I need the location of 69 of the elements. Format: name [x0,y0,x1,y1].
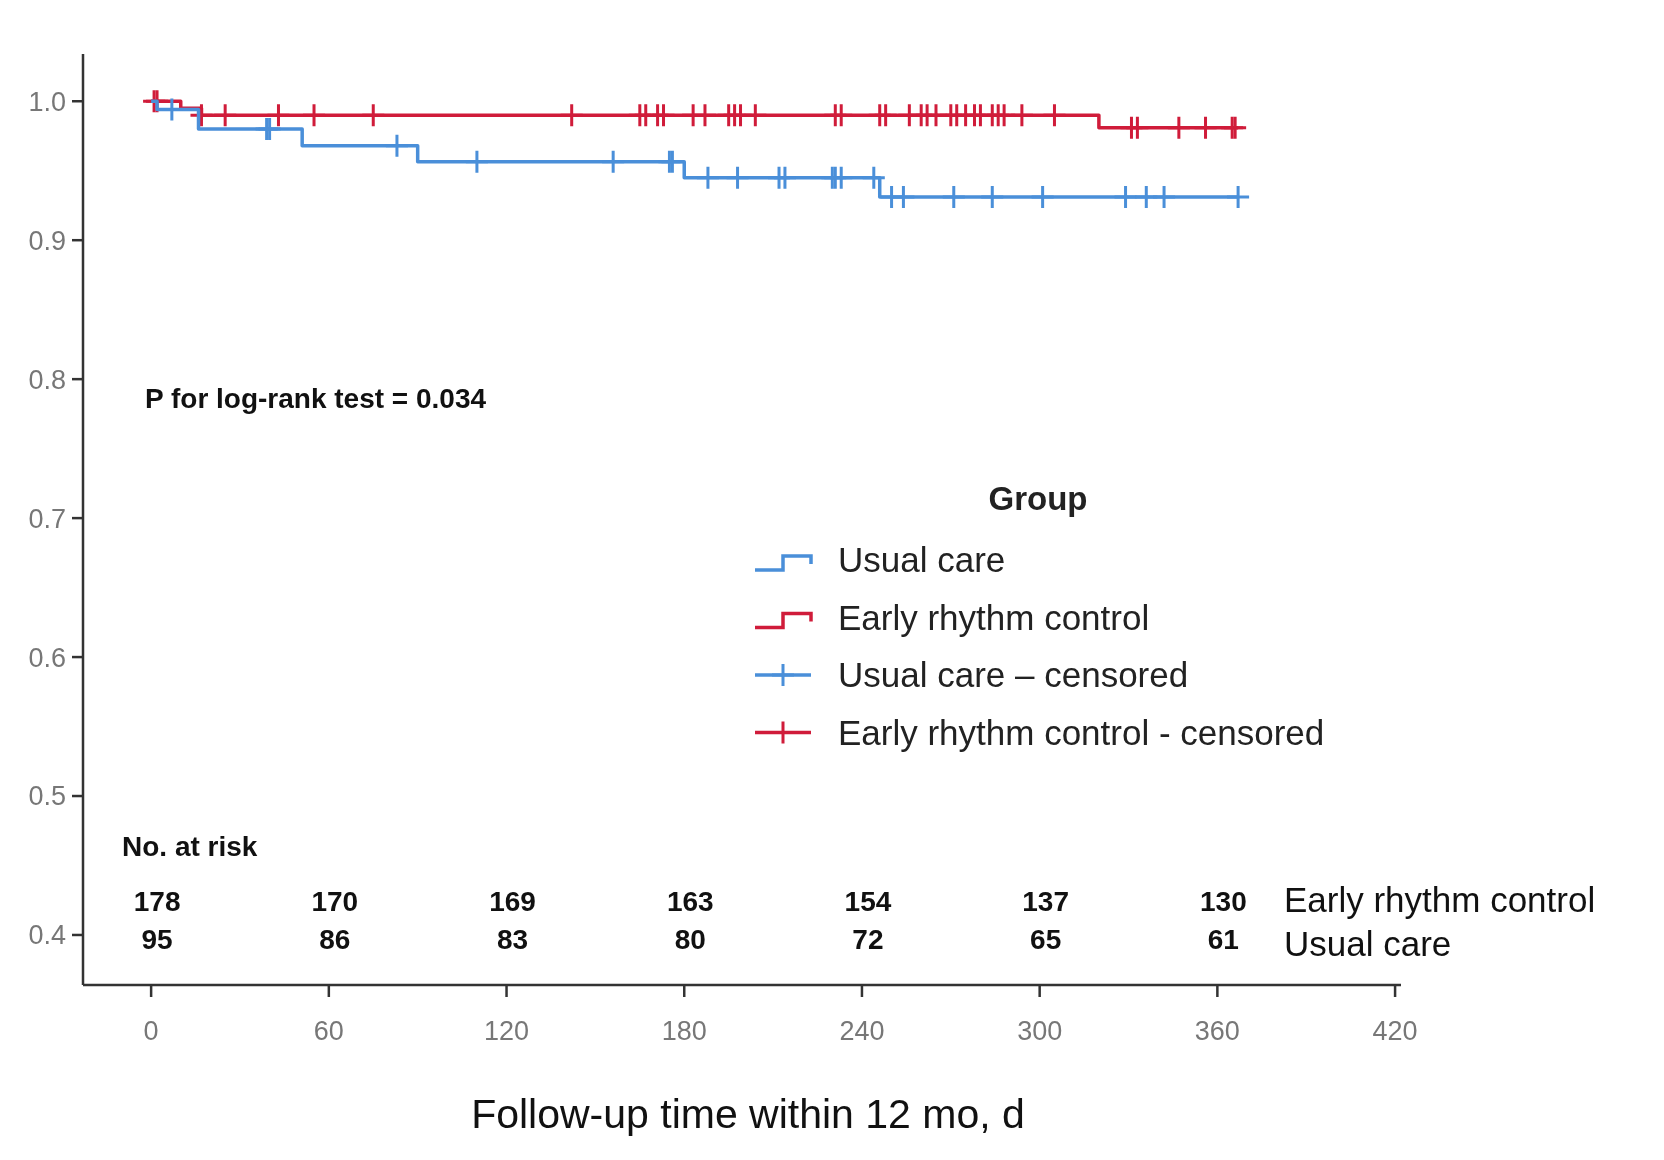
point [1126,116,1149,139]
point [874,104,897,127]
annotation: 170 [311,886,359,917]
point [465,150,488,173]
annotation: 86 [319,924,351,955]
legend-label: Early rhythm control - censored [838,712,1325,752]
point [1194,116,1217,139]
point [862,166,885,189]
annotation: 61 [1207,924,1239,955]
annotation: No. at risk [122,831,258,862]
annotation: 83 [496,924,529,955]
x-tick-label: 420 [1372,1016,1418,1046]
point [1114,186,1137,209]
annotation: 178 [133,886,181,917]
y-tick-label: 1.0 [28,86,66,117]
annotation: 72 [852,924,884,955]
point [892,186,915,209]
annotation: 163 [666,886,714,917]
point [693,104,716,127]
annotation: 154 [844,886,892,917]
point [214,104,237,127]
point [726,166,749,189]
point [942,186,965,209]
point [385,134,408,157]
legend-label: Early rhythm control [838,597,1150,637]
annotation: Usual care [1284,924,1452,963]
point [1043,104,1066,127]
x-tick-label: 240 [839,1016,885,1046]
x-tick-label: 300 [1017,1016,1063,1046]
annotation: 95 [141,924,173,955]
point [696,166,719,189]
point [1031,186,1054,209]
x-axis-title: Follow-up time within 12 mo, d [471,1091,1025,1137]
annotation: 130 [1200,886,1247,917]
legend-label: Usual care [838,540,1006,580]
point [1227,186,1250,209]
point [830,166,853,189]
point [1153,186,1176,209]
annotation: 169 [489,886,536,917]
annotation: Early rhythm control [1284,880,1596,919]
point [981,186,1004,209]
annotation: 137 [1022,886,1070,917]
point [830,104,853,127]
y-tick-label: 0.9 [28,225,66,256]
y-tick-label: 0.4 [28,920,66,951]
x-tick-label: 180 [661,1016,707,1046]
legend-label: Usual care – censored [838,655,1189,695]
annotation: P for log-rank test = 0.034 [145,383,487,414]
y-tick-label: 0.6 [28,642,66,673]
point [560,104,583,127]
annotation: 80 [674,924,706,955]
x-tick-label: 0 [143,1016,159,1046]
x-tick-label: 120 [484,1016,530,1046]
point [602,150,625,173]
point [652,104,675,127]
point [267,104,290,127]
point [1167,116,1190,139]
y-tick-label: 0.8 [28,364,66,395]
x-tick-label: 60 [313,1016,344,1046]
legend-title: Group [988,480,1088,517]
annotation: 65 [1030,924,1062,955]
point [303,104,326,127]
x-tick-label: 360 [1194,1016,1240,1046]
point [744,104,767,127]
point [362,104,385,127]
y-tick-label: 0.7 [28,503,66,534]
point [773,166,796,189]
y-tick-label: 0.5 [28,781,66,812]
point [1010,104,1033,127]
